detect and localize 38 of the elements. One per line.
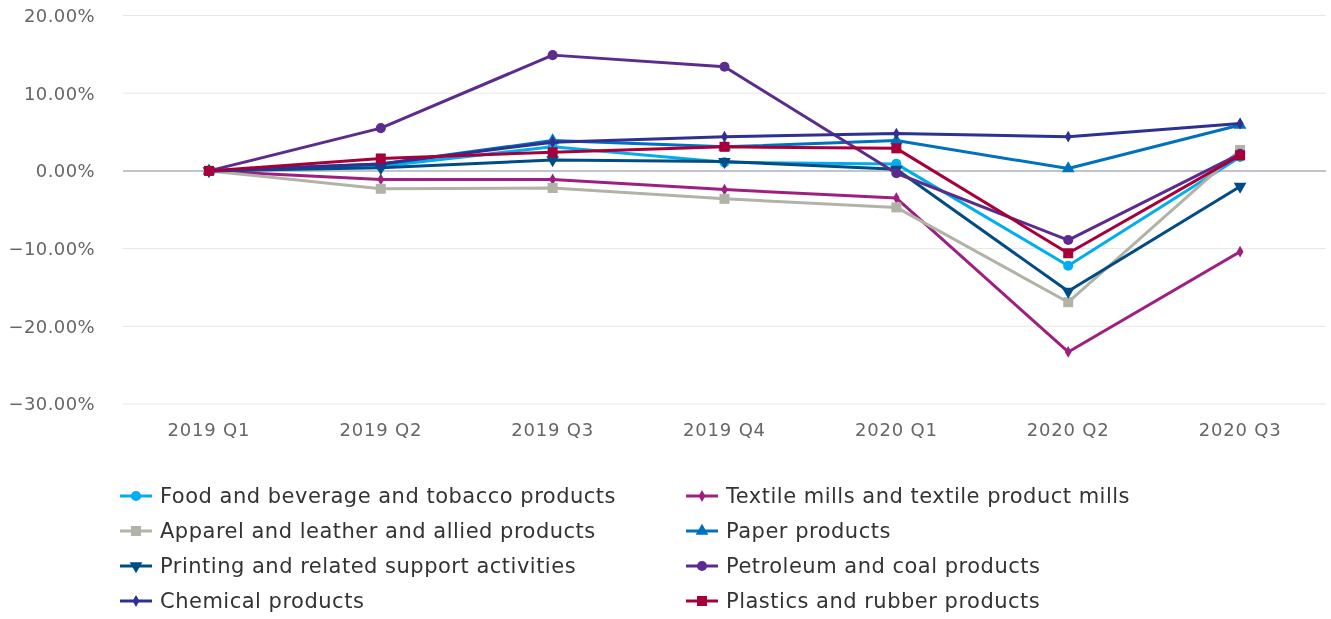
legend-label: Chemical products <box>160 589 365 614</box>
legend-label: Printing and related support activities <box>160 554 577 579</box>
point <box>547 147 558 158</box>
x-tick-label: 2019 Q4 <box>683 419 766 440</box>
y-tick-label: −30.00% <box>8 393 95 415</box>
point <box>1063 297 1074 308</box>
point <box>1063 235 1074 246</box>
y-tick-label: −10.00% <box>8 237 95 259</box>
point <box>891 143 902 154</box>
legend-label: Food and beverage and tobacco products <box>160 484 617 509</box>
point <box>1061 161 1075 173</box>
y-tick-label: 0.00% <box>35 160 95 182</box>
point <box>547 50 558 61</box>
point <box>1233 182 1247 194</box>
x-tick-label: 2020 Q2 <box>1026 419 1110 440</box>
point <box>719 193 730 204</box>
point <box>375 183 386 194</box>
point <box>719 61 730 72</box>
legend-label: Apparel and leather and allied products <box>160 519 596 544</box>
legend-label: Plastics and rubber products <box>726 589 1041 614</box>
point <box>375 153 386 164</box>
point <box>375 123 386 134</box>
x-tick-label: 2019 Q2 <box>339 419 423 440</box>
x-tick-label: 2020 Q3 <box>1198 419 1282 440</box>
point <box>1061 287 1075 299</box>
y-tick-label: 10.00% <box>23 82 95 104</box>
x-tick-label: 2019 Q3 <box>511 419 595 440</box>
x-tick-label: 2019 Q1 <box>167 419 251 440</box>
legend-label: Textile mills and textile product mills <box>725 484 1131 509</box>
point <box>1063 248 1074 259</box>
point <box>891 202 902 213</box>
y-tick-label: −20.00% <box>8 315 95 337</box>
legend-label: Petroleum and coal products <box>726 554 1041 579</box>
point <box>547 182 558 193</box>
x-tick-label: 2020 Q1 <box>854 419 938 440</box>
point <box>1063 260 1074 271</box>
legend-label: Paper products <box>726 519 891 544</box>
y-tick-label: 20.00% <box>23 4 95 26</box>
